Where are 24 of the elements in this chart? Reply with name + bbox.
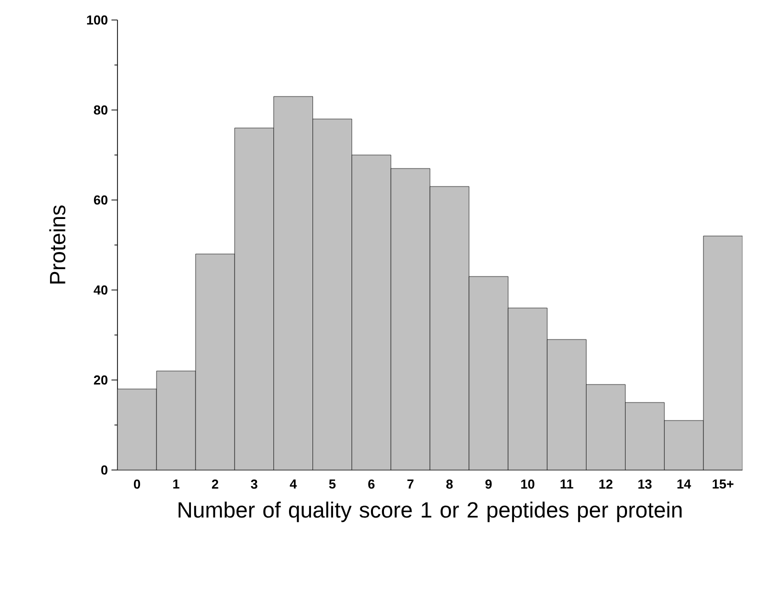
x-tick-label: 12 [599,480,612,489]
y-tick-label: 60 [94,195,108,205]
y-tick-label: 0 [101,465,108,475]
x-tick-label: 0 [134,480,140,489]
y-tick-label: 40 [94,285,108,295]
x-tick-label: 2 [212,480,218,489]
x-axis-title: Number of quality score 1 or 2 peptides per protein [178,502,682,522]
y-tick-label: 100 [87,15,108,25]
x-tick-label: 10 [521,480,534,489]
x-tick-label: 5 [329,480,336,489]
x-tick-label: 7 [407,480,414,488]
x-tick-label: 1 [173,480,180,488]
y-axis-title: Proteins [49,205,66,284]
x-tick-label: 13 [638,480,652,489]
y-tick-label: 80 [94,105,108,115]
x-tick-label: 4 [290,480,297,488]
y-tick-label: 20 [94,375,108,385]
x-tick-label: 6 [368,480,375,489]
x-tick-label: 11 [560,480,574,488]
x-tick-label: 3 [250,480,258,489]
x-tick-label: 14 [677,480,692,488]
x-tick-label: 15+ [712,480,734,489]
x-tick-label: 8 [446,480,453,489]
x-tick-label: 9 [485,480,492,489]
